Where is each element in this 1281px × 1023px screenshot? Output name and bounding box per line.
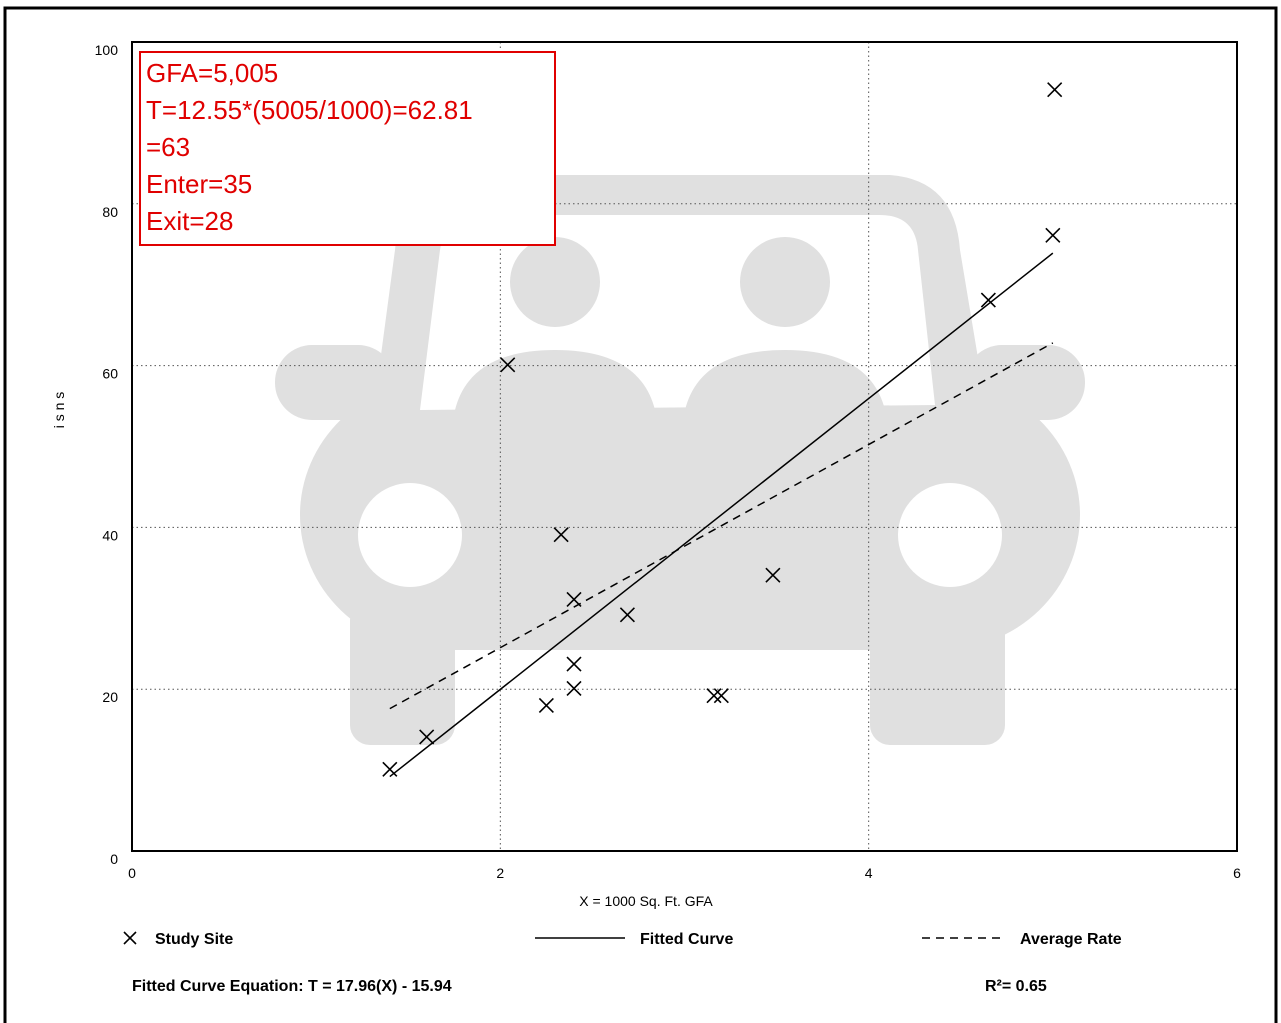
y-tick-label: 80 (102, 204, 118, 220)
data-point (1047, 82, 1063, 98)
data-point (553, 527, 569, 543)
legend-marker (123, 931, 137, 945)
equation: Fitted Curve Equation: T = 17.96(X) - 15… (132, 978, 452, 995)
data-point (765, 567, 781, 583)
y-tick-label: 60 (102, 366, 118, 382)
x-tick-label: 2 (496, 865, 504, 881)
y-tick-label: 0 (110, 851, 118, 867)
legend-label: Fitted Curve (640, 931, 733, 948)
y-tick-label: 100 (95, 42, 119, 58)
fit-line (389, 342, 1054, 710)
annotation-line: Exit=28 (146, 206, 233, 236)
data-point (419, 729, 435, 745)
data-point (619, 607, 635, 623)
annotation-line: T=12.55*(5005/1000)=62.81 (146, 95, 473, 125)
data-point (566, 680, 582, 696)
data-point (382, 761, 398, 777)
data-point (538, 697, 554, 713)
annotation-line: =63 (146, 132, 190, 162)
y-tick-label: 20 (102, 689, 118, 705)
annotation-line: GFA=5,005 (146, 58, 278, 88)
y-tick-label: 40 (102, 527, 118, 543)
data-point (500, 357, 516, 373)
y-axis-label: i s n s (51, 392, 67, 429)
data-point (566, 656, 582, 672)
r-squared: R²= 0.65 (985, 978, 1047, 995)
x-axis-label: X = 1000 Sq. Ft. GFA (579, 893, 713, 909)
data-point (713, 688, 729, 704)
frame (3, 6, 1278, 1023)
x-tick-label: 0 (128, 865, 136, 881)
annotation-box (139, 51, 556, 246)
data-point (980, 292, 996, 308)
car-people (455, 237, 885, 410)
car-wheels (358, 483, 1002, 587)
data-point (706, 688, 722, 704)
x-tick-label: 4 (865, 865, 873, 881)
data-point (1045, 227, 1061, 243)
annotation-line: Enter=35 (146, 169, 252, 199)
legend-label: Average Rate (1020, 931, 1122, 948)
plot-border (131, 41, 1238, 852)
fit-line (389, 252, 1054, 778)
legend-label: Study Site (155, 931, 233, 948)
x-tick-label: 6 (1233, 865, 1241, 881)
